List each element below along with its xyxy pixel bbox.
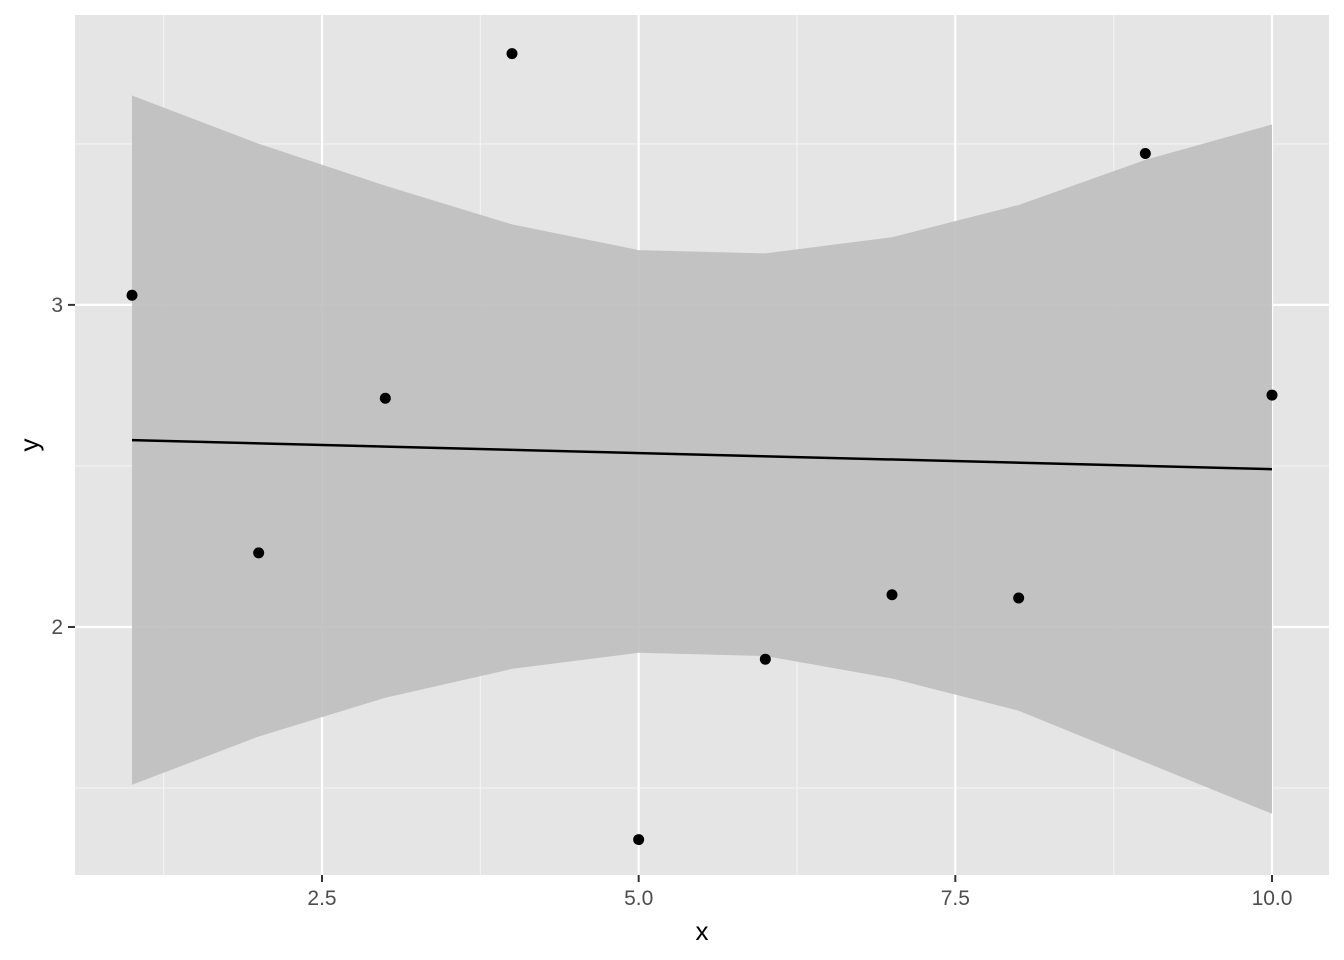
data-point bbox=[126, 289, 138, 301]
fit-line bbox=[131, 438, 1273, 471]
data-point bbox=[886, 589, 898, 601]
data-point bbox=[379, 392, 391, 404]
data-points bbox=[126, 48, 1278, 846]
data-point bbox=[633, 834, 645, 846]
x-axis-title: x bbox=[696, 916, 709, 946]
x-tick-label: 10.0 bbox=[1252, 887, 1293, 910]
x-tick-label: 2.5 bbox=[307, 887, 336, 910]
data-point bbox=[1266, 389, 1278, 401]
x-tick-label: 5.0 bbox=[624, 887, 653, 910]
y-tick-label: 3 bbox=[51, 294, 63, 317]
data-point bbox=[1013, 592, 1025, 604]
x-tick-label: 7.5 bbox=[941, 887, 970, 910]
y-axis: 23 bbox=[51, 294, 75, 639]
y-axis-title: y bbox=[14, 439, 44, 452]
data-point bbox=[1139, 148, 1151, 160]
data-point bbox=[759, 653, 771, 665]
data-point bbox=[253, 547, 265, 559]
x-axis: 2.5 5.0 7.5 10.0 bbox=[307, 875, 1292, 910]
y-tick-label: 2 bbox=[51, 616, 63, 639]
data-point bbox=[506, 48, 518, 60]
